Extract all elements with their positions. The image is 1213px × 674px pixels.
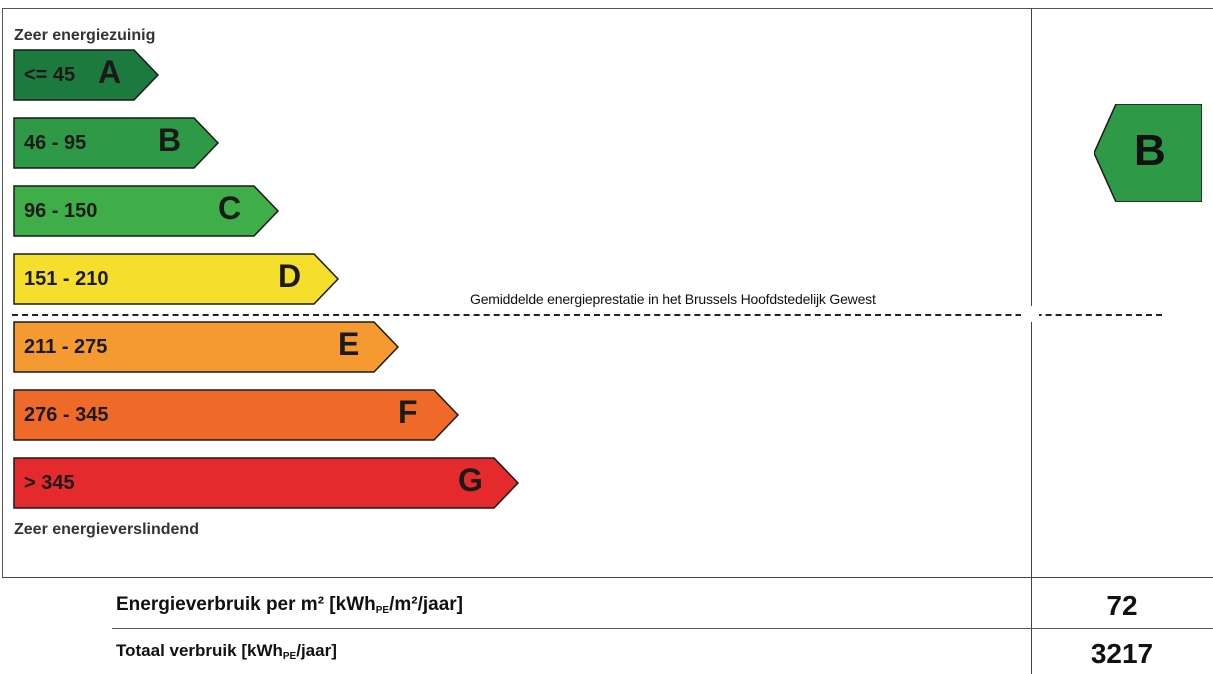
energy-class-a: <= 45 A	[13, 49, 160, 101]
energy-class-letter: F	[398, 394, 418, 430]
energy-class-range: 46 - 95	[24, 132, 87, 154]
energy-class-arrow	[13, 389, 460, 441]
energy-class-g: > 345 G	[13, 457, 520, 509]
column-divider	[1031, 8, 1032, 674]
total-value: 3217	[1090, 638, 1154, 669]
energy-class-letter: C	[218, 190, 242, 226]
energy-class-range: <= 45	[24, 64, 76, 86]
row-per-m2: Energieverbruik per m² [kWhPE/m²/jaar] 7…	[0, 588, 1213, 628]
per-m2-label: Energieverbruik per m² [kWhPE/m²/jaar]	[116, 594, 463, 616]
energy-class-letter: A	[98, 54, 122, 90]
energy-class-range: 96 - 150	[24, 200, 98, 222]
energy-class-arrow	[13, 49, 160, 101]
energy-class-letter: B	[158, 122, 182, 158]
per-m2-value: 72	[1106, 590, 1138, 621]
energy-class-range: 276 - 345	[24, 404, 109, 426]
result-letter: B	[1134, 126, 1166, 175]
energy-class-letter: G	[458, 462, 483, 498]
energy-class-range: 151 - 210	[24, 268, 109, 290]
scale-top-label: Zeer energiezuinig	[14, 27, 156, 44]
average-line-gap	[1021, 306, 1039, 322]
total-label: Totaal verbruik [kWhPE/jaar]	[116, 641, 337, 662]
energy-class-range: > 345	[24, 472, 75, 494]
row-separator	[112, 628, 1213, 629]
label-frame	[2, 8, 1213, 578]
energy-class-f: 276 - 345 F	[13, 389, 460, 441]
energy-class-arrow	[13, 253, 340, 305]
energy-class-arrow	[13, 117, 220, 169]
average-label: Gemiddelde energieprestatie in het Bruss…	[470, 291, 876, 307]
average-dashed-line	[12, 314, 1162, 316]
scale-bottom-label: Zeer energieverslindend	[14, 521, 199, 538]
energy-class-e: 211 - 275 E	[13, 321, 400, 373]
energy-class-arrow	[13, 321, 400, 373]
energy-class-b: 46 - 95 B	[13, 117, 220, 169]
row-total: Totaal verbruik [kWhPE/jaar] 3217	[0, 630, 1213, 674]
energy-class-letter: E	[338, 326, 360, 362]
energy-class-arrow	[13, 457, 520, 509]
energy-class-letter: D	[278, 258, 302, 294]
energy-class-arrow	[13, 185, 280, 237]
energy-class-c: 96 - 150 C	[13, 185, 280, 237]
energy-class-d: 151 - 210 D	[13, 253, 340, 305]
energy-class-range: 211 - 275	[24, 336, 108, 358]
result-class-indicator: B	[1093, 103, 1203, 203]
